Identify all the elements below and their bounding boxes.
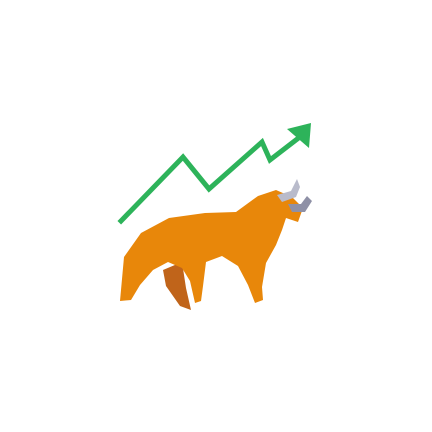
trend-arrowhead <box>287 123 311 148</box>
bull-body <box>120 190 303 303</box>
trend-line <box>117 129 309 225</box>
bull-icon <box>120 179 312 310</box>
bull-horn-back <box>277 179 300 202</box>
bull-back-leg <box>163 262 191 310</box>
uptrend-arrow-icon <box>117 123 311 225</box>
horn-icon <box>288 196 312 212</box>
